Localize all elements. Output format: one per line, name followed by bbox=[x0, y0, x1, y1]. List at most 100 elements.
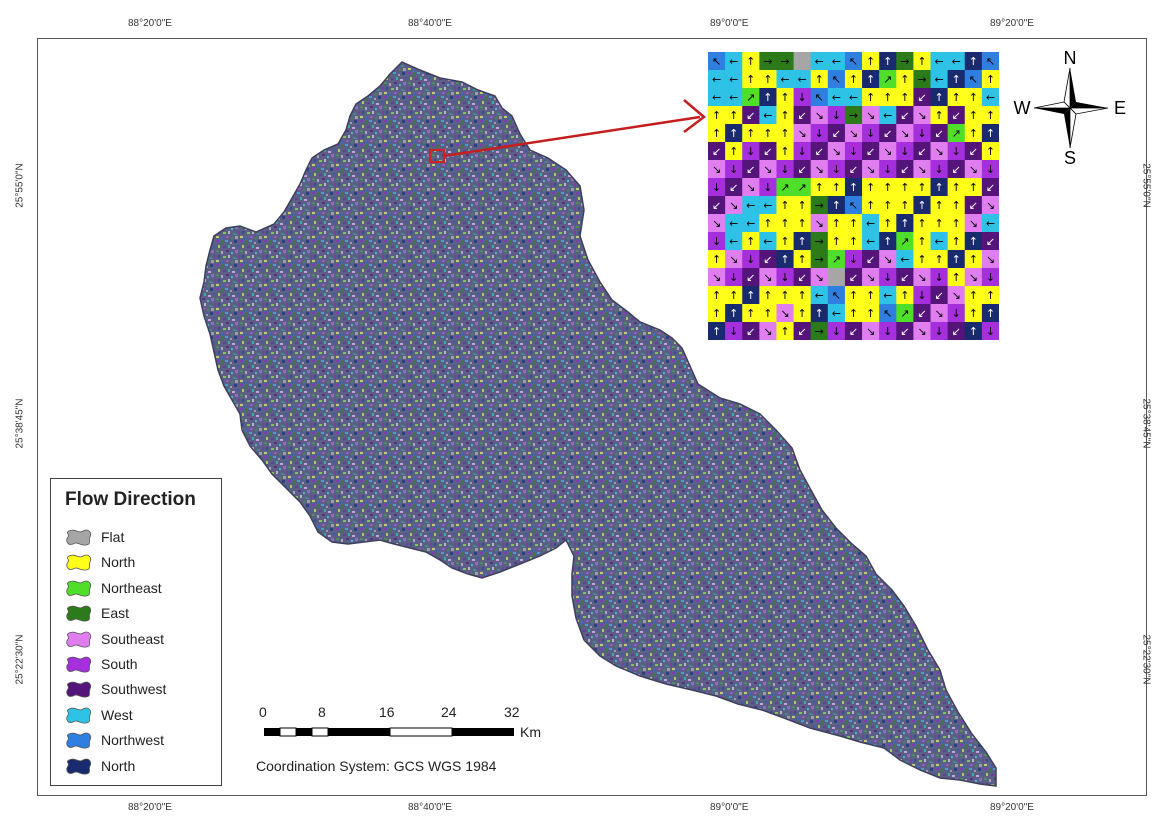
inset-arrow-glyph: ↙ bbox=[952, 163, 961, 176]
inset-arrow-glyph: ↑ bbox=[712, 325, 721, 338]
inset-cell bbox=[759, 196, 777, 215]
inset-arrow-glyph: ↗ bbox=[883, 73, 892, 86]
inset-arrow-glyph: → bbox=[815, 325, 824, 338]
inset-cell bbox=[862, 232, 880, 251]
inset-cell bbox=[981, 142, 999, 161]
legend-swatch bbox=[66, 732, 91, 749]
inset-cell bbox=[827, 286, 846, 305]
inset-cell bbox=[964, 106, 983, 125]
inset-arrow-glyph: ↘ bbox=[934, 145, 943, 158]
inset-cell bbox=[947, 268, 966, 287]
inset-arrow-glyph: ↙ bbox=[815, 145, 824, 158]
inset-arrow-glyph: ↑ bbox=[934, 91, 943, 104]
scale-label-0: 0 bbox=[259, 704, 267, 720]
inset-cell bbox=[947, 160, 966, 179]
inset-cell bbox=[947, 70, 966, 89]
inset-cell bbox=[981, 268, 999, 287]
inset-cell bbox=[810, 214, 829, 233]
inset-arrow-glyph: ↑ bbox=[729, 289, 738, 302]
inset-cell bbox=[759, 106, 777, 125]
inset-cell bbox=[776, 124, 795, 143]
inset-cell bbox=[947, 196, 966, 215]
inset-arrow-glyph: ← bbox=[934, 73, 943, 86]
inset-cell bbox=[827, 214, 846, 233]
inset-cell bbox=[862, 322, 880, 340]
inset-arrow-glyph: ↖ bbox=[712, 55, 721, 68]
inset-cell bbox=[862, 268, 880, 287]
legend-item-label: Northeast bbox=[101, 579, 162, 596]
inset-arrow-glyph: ↘ bbox=[849, 127, 858, 140]
scale-unit: Km bbox=[520, 724, 541, 740]
inset-arrow-glyph: ↓ bbox=[746, 253, 755, 266]
legend-item: North bbox=[65, 756, 135, 776]
inset-cell bbox=[776, 178, 795, 197]
inset-arrow-glyph: ↑ bbox=[798, 217, 807, 230]
inset-cell bbox=[930, 106, 949, 125]
inset-cell bbox=[862, 88, 880, 107]
inset-cell bbox=[896, 124, 914, 143]
inset-cell bbox=[896, 142, 914, 161]
inset-arrow-glyph: ↑ bbox=[883, 217, 892, 230]
inset-arrow-glyph: ↑ bbox=[866, 181, 875, 194]
inset-cell bbox=[930, 52, 949, 71]
inset-arrow-glyph: ↖ bbox=[849, 55, 858, 68]
inset-cell bbox=[708, 268, 726, 287]
inset-arrow-glyph: ↖ bbox=[883, 307, 892, 320]
inset-cell bbox=[827, 304, 846, 323]
inset-arrow-glyph: ↙ bbox=[986, 235, 995, 248]
inset-arrow-glyph: ↑ bbox=[746, 127, 755, 140]
inset-cell bbox=[930, 304, 949, 323]
inset-cell bbox=[844, 250, 863, 269]
inset-arrow-glyph: ↑ bbox=[986, 307, 995, 320]
inset-cell bbox=[879, 178, 897, 197]
legend-swatch bbox=[66, 682, 91, 698]
inset-cell bbox=[964, 322, 983, 340]
inset-cell bbox=[742, 70, 760, 89]
inset-arrow-glyph: ↙ bbox=[849, 163, 858, 176]
inset-cell bbox=[776, 214, 795, 233]
inset-arrow-glyph: ↑ bbox=[866, 91, 875, 104]
inset-cell bbox=[964, 268, 983, 287]
inset-arrow-glyph: ← bbox=[712, 73, 721, 86]
legend-item-label: Northwest bbox=[101, 732, 165, 749]
inset-cell bbox=[981, 322, 999, 340]
inset-cell bbox=[896, 196, 914, 215]
inset-cell bbox=[759, 178, 777, 197]
inset-arrow-glyph: ↑ bbox=[917, 217, 926, 230]
inset-cell bbox=[930, 214, 949, 233]
inset-arrow-glyph: ↙ bbox=[746, 163, 755, 176]
inset-arrow-glyph: ↙ bbox=[849, 325, 858, 338]
inset-arrow-glyph: ↘ bbox=[952, 289, 961, 302]
inset-cell bbox=[708, 304, 726, 323]
inset-arrow-glyph: ↑ bbox=[866, 55, 875, 68]
inset-cell bbox=[810, 268, 829, 287]
inset-cell bbox=[879, 160, 897, 179]
inset-arrow-glyph: ↗ bbox=[780, 181, 789, 194]
inset-arrow-glyph: ↓ bbox=[883, 271, 892, 284]
inset-cell bbox=[930, 232, 949, 251]
inset-cell bbox=[879, 232, 897, 251]
inset-cell bbox=[879, 268, 897, 287]
inset-arrow-glyph: ↓ bbox=[798, 91, 807, 104]
legend-swatch bbox=[66, 758, 91, 775]
inset-arrow-glyph: ↑ bbox=[969, 325, 978, 338]
inset-arrow-glyph: ↑ bbox=[986, 109, 995, 122]
inset-cell bbox=[725, 178, 743, 197]
inset-cell bbox=[930, 70, 949, 89]
inset-cell bbox=[776, 286, 795, 305]
inset-arrow-glyph: ← bbox=[883, 109, 892, 122]
inset-arrow-glyph: ← bbox=[763, 235, 772, 248]
inset-cell bbox=[793, 196, 812, 215]
inset-arrow-glyph: ↙ bbox=[763, 145, 772, 158]
legend-item: Northeast bbox=[65, 578, 162, 598]
inset-arrow-glyph: ↑ bbox=[780, 253, 789, 266]
inset-cell bbox=[879, 106, 897, 125]
inset-cell bbox=[827, 70, 846, 89]
inset-arrow-glyph: ↑ bbox=[952, 235, 961, 248]
inset-cell bbox=[725, 304, 743, 323]
inset-arrow-glyph: ↑ bbox=[952, 253, 961, 266]
inset-cell bbox=[964, 286, 983, 305]
inset-cell bbox=[844, 178, 863, 197]
inset-arrow-glyph: ↑ bbox=[883, 91, 892, 104]
